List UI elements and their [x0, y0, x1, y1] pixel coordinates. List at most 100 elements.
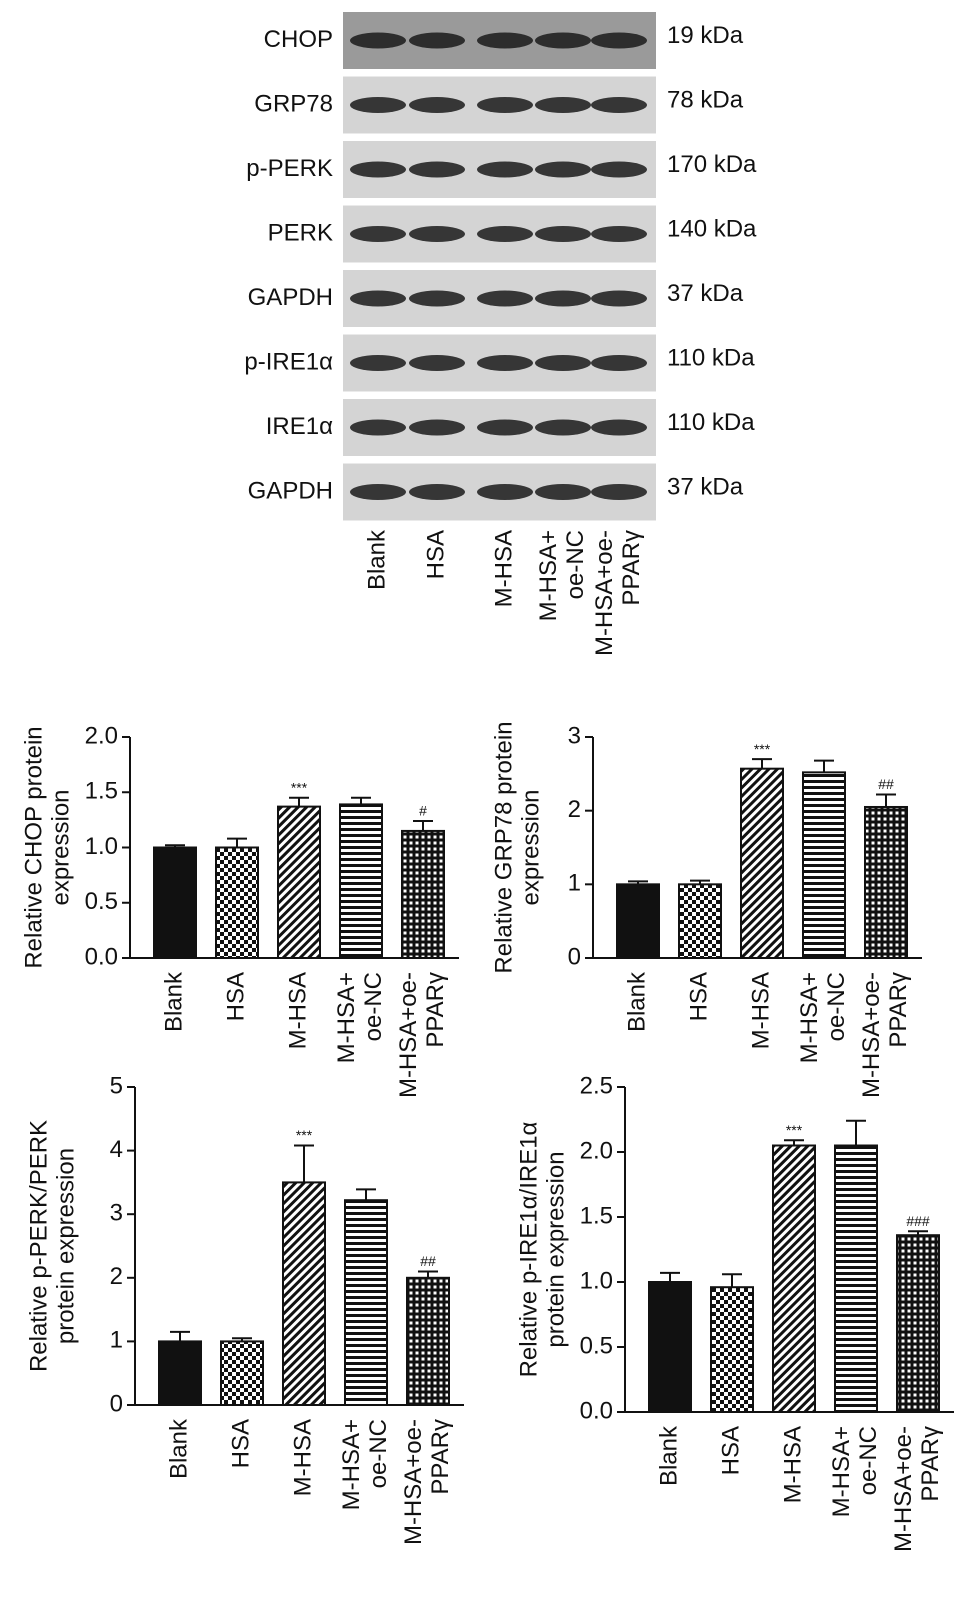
bar: [740, 767, 784, 960]
bar: [678, 883, 722, 959]
blot-band: [409, 161, 465, 178]
blot-label: PERK: [268, 219, 333, 246]
x-tick-label: Blank: [160, 971, 187, 1032]
blot-size: 110 kDa: [667, 344, 755, 371]
blot-label: GAPDH: [248, 284, 333, 311]
blot-size: 110 kDa: [667, 409, 755, 436]
blot-band: [535, 97, 591, 113]
blot-band: [409, 32, 465, 49]
blot-band: [591, 290, 647, 307]
y-tick-label: 2.0: [580, 1137, 613, 1164]
blot-band: [350, 419, 406, 436]
y-tick-label: 4: [110, 1136, 123, 1163]
lane-label: HSA: [422, 530, 449, 579]
blot-label: p-PERK: [246, 155, 333, 182]
x-tick-label: M-HSA+oe-: [890, 1426, 917, 1552]
annotation: ***: [296, 1127, 313, 1143]
blot-band: [591, 484, 647, 500]
x-tick-label: oe-NC: [360, 972, 387, 1041]
y-tick-label: 2.0: [85, 722, 118, 749]
y-tick-label: 0.0: [580, 1397, 613, 1424]
x-tick-label: PPARγ: [422, 972, 449, 1048]
x-tick-label: HSA: [717, 1426, 744, 1475]
annotation: ***: [754, 741, 771, 757]
bar: [215, 846, 259, 959]
blot-label: IRE1α: [266, 413, 333, 440]
blot-band: [409, 290, 465, 307]
x-tick-label: Blank: [165, 1418, 192, 1479]
bar: [896, 1234, 940, 1413]
blot-label: CHOP: [264, 26, 333, 53]
y-tick-label: 1.0: [580, 1267, 613, 1294]
blot-size: 140 kDa: [667, 215, 757, 242]
blot-band: [477, 355, 533, 371]
blot-band: [477, 419, 533, 436]
lane-label: Blank: [363, 529, 390, 590]
x-tick-label: PPARγ: [917, 1426, 944, 1502]
annotation: ***: [786, 1122, 803, 1138]
bar: [282, 1181, 326, 1407]
annotation: ##: [420, 1253, 436, 1269]
bar: [344, 1199, 388, 1407]
x-tick-label: M-HSA+: [828, 1426, 855, 1517]
blot-band: [591, 226, 647, 242]
bar: [834, 1144, 878, 1413]
x-tick-label: oe-NC: [823, 972, 850, 1041]
blot-band: [535, 161, 591, 178]
blot-band: [591, 161, 647, 178]
blot-band: [350, 226, 406, 242]
blot-band: [350, 97, 406, 113]
bar: [406, 1276, 450, 1407]
blot-band: [477, 484, 533, 500]
blot-band: [350, 355, 406, 371]
blot-size: 37 kDa: [667, 280, 744, 307]
y-axis-label: Relative CHOP protein: [20, 726, 47, 968]
blot-band: [591, 355, 647, 371]
blot-band: [477, 290, 533, 307]
blot-band: [409, 484, 465, 500]
blot-size: 78 kDa: [667, 86, 744, 113]
x-tick-label: M-HSA+: [796, 972, 823, 1063]
y-tick-label: 0.5: [580, 1332, 613, 1359]
bar: [158, 1340, 202, 1407]
x-tick-label: oe-NC: [855, 1426, 882, 1495]
y-tick-label: 3: [568, 722, 581, 749]
y-tick-label: 0: [568, 943, 581, 970]
bar: [772, 1144, 816, 1413]
y-tick-label: 2: [568, 796, 581, 823]
bar: [710, 1286, 754, 1413]
blot-band: [535, 226, 591, 242]
bar: [864, 805, 908, 959]
x-tick-label: Blank: [655, 1425, 682, 1486]
x-tick-label: M-HSA+: [333, 972, 360, 1063]
x-tick-label: M-HSA: [284, 972, 311, 1049]
blot-band: [535, 290, 591, 307]
y-axis-label: expression: [517, 789, 544, 905]
annotation: ###: [906, 1213, 930, 1229]
y-tick-label: 0: [110, 1390, 123, 1417]
blot-band: [350, 32, 406, 49]
blot-band: [350, 484, 406, 500]
bar: [153, 846, 197, 959]
y-axis-label: Relative p-IRE1α/IRE1α: [515, 1121, 542, 1377]
x-tick-label: M-HSA: [289, 1419, 316, 1496]
blot-band: [591, 97, 647, 113]
y-tick-label: 1: [568, 870, 581, 897]
x-tick-label: M-HSA+: [338, 1419, 365, 1510]
y-axis-label: Relative GRP78 protein: [490, 721, 517, 973]
y-tick-label: 2: [110, 1263, 123, 1290]
lane-label: oe-NC: [562, 530, 589, 599]
blot-band: [477, 97, 533, 113]
blot-band: [535, 32, 591, 49]
x-tick-label: M-HSA+oe-: [400, 1419, 427, 1545]
x-tick-label: M-HSA+oe-: [858, 972, 885, 1098]
y-tick-label: 0.5: [85, 888, 118, 915]
blot-size: 19 kDa: [667, 22, 744, 49]
blot-band: [591, 419, 647, 436]
y-tick-label: 1.5: [580, 1202, 613, 1229]
y-axis-label: Relative p-PERK/PERK: [25, 1120, 52, 1372]
blot-band: [350, 290, 406, 307]
x-tick-label: M-HSA+oe-: [395, 972, 422, 1098]
blot-band: [350, 161, 406, 178]
